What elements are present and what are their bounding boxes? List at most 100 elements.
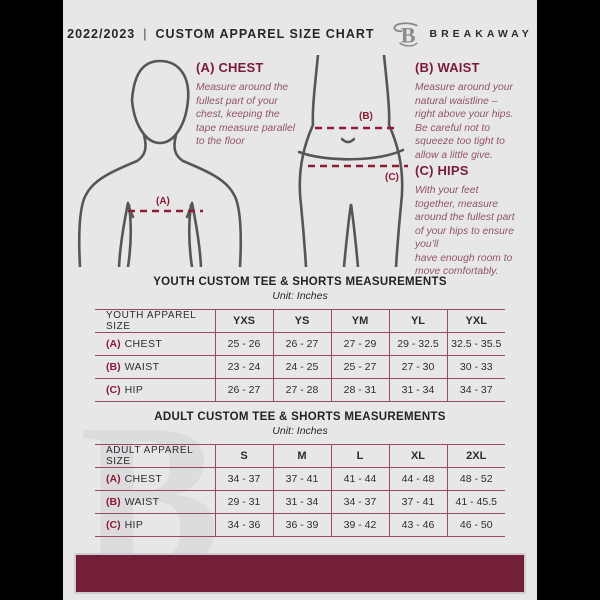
row-label: (B) WAIST: [95, 490, 216, 514]
column-header: YM: [330, 309, 390, 333]
adult-table-unit: Unit: Inches: [272, 425, 328, 437]
waist-description: Measure around your natural waistline – …: [415, 82, 514, 161]
row-key: (B): [106, 496, 121, 508]
row-label: (A) CHEST: [95, 467, 216, 491]
column-header: YXL: [446, 309, 505, 333]
column-header: 2XL: [446, 444, 505, 468]
lower-body-diagram: (B) (C): [297, 55, 408, 267]
size-cell: 31 - 34: [272, 490, 332, 514]
table-row: (A) CHEST 25 - 26 26 - 27 27 - 29 29 - 32…: [95, 332, 505, 356]
youth-table-unit: Unit: Inches: [272, 290, 328, 302]
youth-size-table: YOUTH APPAREL SIZE YXS YS YM YL YXL (A) C…: [95, 309, 505, 402]
size-cell: 31 - 34: [388, 378, 448, 402]
table-row: (A) CHEST 34 - 37 37 - 41 41 - 44 44 - 48…: [95, 467, 505, 491]
waist-line-label: (B): [359, 111, 373, 122]
size-cell: 32.5 - 35.5: [446, 332, 505, 356]
chest-heading: (A) CHEST: [196, 60, 264, 75]
size-cell: 30 - 33: [446, 355, 505, 379]
column-header: YS: [272, 309, 332, 333]
row-key: (B): [106, 361, 121, 373]
size-cell: 23 - 24: [214, 355, 274, 379]
adult-section: ADULT CUSTOM TEE & SHORTS MEASUREMENTS U…: [95, 411, 505, 537]
size-cell: 27 - 28: [272, 378, 332, 402]
size-cell: 37 - 41: [272, 467, 332, 491]
table-header-row: YOUTH APPAREL SIZE YXS YS YM YL YXL: [95, 309, 505, 333]
brand-lockup: B BREAKAWAY: [391, 20, 533, 47]
column-header: L: [330, 444, 390, 468]
column-header: ADULT APPAREL SIZE: [95, 444, 216, 468]
table-row: (C) HIP 34 - 36 36 - 39 39 - 42 43 - 46 4…: [95, 513, 505, 537]
row-key: (A): [106, 473, 121, 485]
row-key: (C): [106, 384, 121, 396]
youth-section: YOUTH CUSTOM TEE & SHORTS MEASUREMENTS U…: [95, 276, 505, 402]
size-cell: 25 - 26: [214, 332, 274, 356]
size-cell: 34 - 36: [214, 513, 274, 537]
column-header: M: [272, 444, 332, 468]
table-header-row: ADULT APPAREL SIZE S M L XL 2XL: [95, 444, 505, 468]
chest-description: Measure around the fullest part of your …: [196, 82, 296, 148]
youth-table-title: YOUTH CUSTOM TEE & SHORTS MEASUREMENTS: [153, 276, 447, 288]
row-name: CHEST: [124, 338, 163, 350]
size-cell: 29 - 32.5: [388, 332, 448, 356]
chest-instructions: (A) CHEST Measure around the fullest par…: [196, 60, 316, 149]
size-cell: 25 - 27: [330, 355, 390, 379]
hips-heading: (C) HIPS: [415, 163, 469, 178]
row-label: (C) HIP: [95, 513, 216, 537]
footer-accent-bar: [74, 553, 526, 594]
row-key: (C): [106, 519, 121, 531]
size-cell: 37 - 41: [388, 490, 448, 514]
column-header: YL: [388, 309, 448, 333]
row-label: (B) WAIST: [95, 355, 216, 379]
size-cell: 41 - 44: [330, 467, 390, 491]
size-cell: 43 - 46: [388, 513, 448, 537]
size-cell: 36 - 39: [272, 513, 332, 537]
logo-letter: B: [400, 22, 415, 47]
row-label: (C) HIP: [95, 378, 216, 402]
row-name: WAIST: [124, 496, 160, 508]
row-key: (A): [106, 338, 121, 350]
size-cell: 46 - 50: [446, 513, 505, 537]
hips-description: With your feet together, measure around …: [415, 185, 515, 278]
waist-instructions: (B) WAIST Measure around your natural wa…: [415, 60, 537, 162]
table-row: (B) WAIST 29 - 31 31 - 34 34 - 37 37 - 41…: [95, 490, 505, 514]
waist-heading: (B) WAIST: [415, 60, 480, 75]
column-header: S: [214, 444, 274, 468]
brand-name: BREAKAWAY: [429, 27, 533, 40]
column-header: XL: [388, 444, 448, 468]
page-title: 2022/2023 | CUSTOM APPAREL SIZE CHART: [67, 27, 374, 41]
size-cell: 24 - 25: [272, 355, 332, 379]
hips-instructions: (C) HIPS With your feet together, measur…: [415, 163, 537, 279]
size-cell: 27 - 29: [330, 332, 390, 356]
chest-line-label: (A): [156, 196, 170, 207]
adult-size-table: ADULT APPAREL SIZE S M L XL 2XL (A) CHEST…: [95, 444, 505, 537]
size-cell: 26 - 27: [214, 378, 274, 402]
season-year: 2022/2023: [67, 26, 136, 41]
row-label: (A) CHEST: [95, 332, 216, 356]
row-name: WAIST: [124, 361, 160, 373]
page-header: 2022/2023 | CUSTOM APPAREL SIZE CHART B …: [63, 20, 537, 47]
size-cell: 44 - 48: [388, 467, 448, 491]
size-cell: 41 - 45.5: [446, 490, 505, 514]
adult-table-title: ADULT CUSTOM TEE & SHORTS MEASUREMENTS: [154, 411, 446, 423]
size-cell: 28 - 31: [330, 378, 390, 402]
row-name: CHEST: [124, 473, 163, 485]
size-cell: 29 - 31: [214, 490, 274, 514]
size-chart-page: 2022/2023 | CUSTOM APPAREL SIZE CHART B …: [63, 0, 537, 600]
title-separator: |: [143, 26, 148, 41]
page-title-text: CUSTOM APPAREL SIZE CHART: [155, 26, 375, 41]
column-header: YXS: [214, 309, 274, 333]
table-row: (B) WAIST 23 - 24 24 - 25 25 - 27 27 - 30…: [95, 355, 505, 379]
column-header: YOUTH APPAREL SIZE: [95, 309, 216, 333]
size-cell: 34 - 37: [446, 378, 505, 402]
size-cell: 27 - 30: [388, 355, 448, 379]
row-name: HIP: [124, 519, 144, 531]
upper-body-diagram: (A): [77, 59, 243, 267]
size-cell: 26 - 27: [272, 332, 332, 356]
table-row: (C) HIP 26 - 27 27 - 28 28 - 31 31 - 34 3…: [95, 378, 505, 402]
breakaway-logo-icon: B: [393, 22, 418, 47]
row-name: HIP: [124, 384, 144, 396]
size-cell: 39 - 42: [330, 513, 390, 537]
size-cell: 48 - 52: [446, 467, 505, 491]
hips-line-label: (C): [385, 172, 399, 183]
